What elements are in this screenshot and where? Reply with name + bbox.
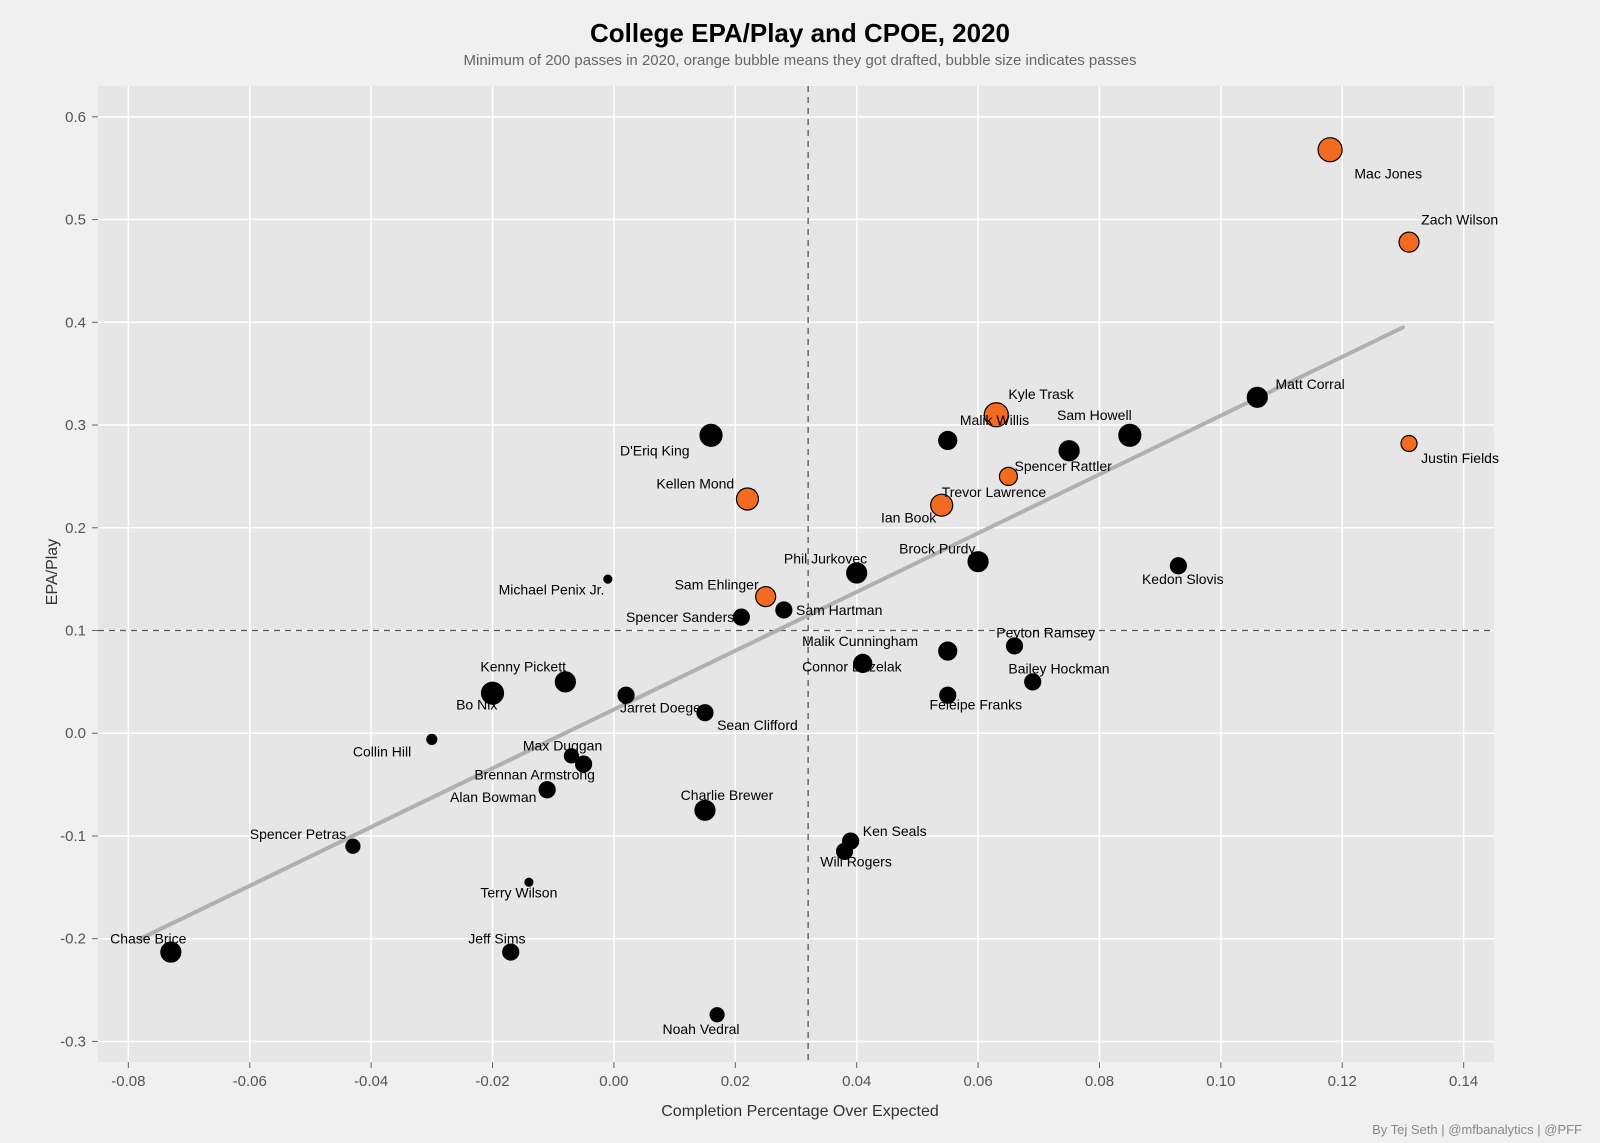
svg-text:-0.08: -0.08 <box>111 1073 145 1090</box>
scatter-plot: -0.08 -0.06 -0.04 -0.02 0.00 0.02 0.04 0.06 0.08… <box>0 0 1600 1143</box>
data-point <box>939 642 957 660</box>
data-point-label: Will Rogers <box>820 854 892 870</box>
data-point <box>1399 232 1419 252</box>
svg-text:0.00: 0.00 <box>599 1073 628 1090</box>
data-point-label: D'Eriq King <box>620 443 690 459</box>
data-point-label: Spencer Rattler <box>1015 458 1113 474</box>
data-point-label: Brennan Armstrong <box>474 766 595 782</box>
data-point-label: Sam Ehlinger <box>675 576 759 592</box>
data-point-label: Collin Hill <box>353 744 411 760</box>
svg-text:-0.04: -0.04 <box>354 1073 388 1090</box>
svg-text:0.3: 0.3 <box>65 417 86 434</box>
svg-text:-0.02: -0.02 <box>475 1073 509 1090</box>
svg-text:-0.06: -0.06 <box>233 1073 267 1090</box>
data-point-label: Connor Bazelak <box>802 658 903 674</box>
x-ticks: -0.08 -0.06 -0.04 -0.02 0.00 0.02 0.04 0.06 0.08… <box>111 1062 1478 1090</box>
data-point <box>695 800 715 820</box>
data-point-label: Kedon Slovis <box>1142 571 1224 587</box>
data-point <box>700 424 722 446</box>
data-point-label: Jeff Sims <box>468 931 525 947</box>
data-point <box>776 602 792 618</box>
data-point-label: Feleipe Franks <box>930 696 1023 712</box>
svg-text:0.06: 0.06 <box>963 1073 992 1090</box>
data-point-label: Ken Seals <box>863 823 927 839</box>
svg-text:-0.3: -0.3 <box>60 1033 86 1050</box>
data-point-label: Matt Corral <box>1275 376 1344 392</box>
data-point-label: Chase Brice <box>110 931 186 947</box>
y-ticks: -0.3 -0.2 -0.1 0.0 0.1 0.2 0.3 0.4 0.5 0.6 <box>60 109 98 1051</box>
data-point-label: Malik Willis <box>960 412 1029 428</box>
data-point <box>1401 436 1417 452</box>
svg-text:0.08: 0.08 <box>1085 1073 1114 1090</box>
data-point-label: Charlie Brewer <box>681 787 774 803</box>
data-point-label: Spencer Sanders <box>626 609 734 625</box>
y-axis-label: EPA/Play <box>44 538 62 604</box>
data-point-label: Bo Nix <box>456 696 497 712</box>
data-point-label: Spencer Petras <box>250 826 347 842</box>
x-axis-label: Completion Percentage Over Expected <box>0 1103 1600 1121</box>
svg-text:-0.2: -0.2 <box>60 931 86 948</box>
data-point <box>733 609 749 625</box>
chart-subtitle: Minimum of 200 passes in 2020, orange bu… <box>0 52 1600 69</box>
data-point-label: Malik Cunningham <box>802 633 918 649</box>
data-point-label: Sam Hartman <box>796 602 882 618</box>
data-point-label: Brock Purdy <box>899 540 975 556</box>
data-point-label: Mac Jones <box>1354 165 1422 181</box>
data-point <box>539 782 555 798</box>
data-point <box>555 672 575 692</box>
data-point <box>1247 387 1267 407</box>
data-point-label: Alan Bowman <box>450 789 536 805</box>
data-point <box>939 431 957 449</box>
data-point-label: Peyton Ramsey <box>996 625 1095 641</box>
chart-caption: By Tej Seth | @mfbanalytics | @PFF <box>1372 1122 1582 1137</box>
data-point-label: Noah Vedral <box>662 1021 739 1037</box>
data-point <box>427 734 437 744</box>
svg-text:0.2: 0.2 <box>65 520 86 537</box>
data-point <box>1318 138 1342 162</box>
data-point-label: Bailey Hockman <box>1008 661 1109 677</box>
data-point-label: Max Duggan <box>523 738 602 754</box>
data-point-label: Zach Wilson <box>1421 212 1498 228</box>
svg-text:0.02: 0.02 <box>721 1073 750 1090</box>
data-point-label: Jarret Doege <box>620 700 701 716</box>
data-point <box>1119 424 1141 446</box>
svg-text:0.1: 0.1 <box>65 623 86 640</box>
chart-container: College EPA/Play and CPOE, 2020 Minimum … <box>0 0 1600 1143</box>
svg-text:0.14: 0.14 <box>1449 1073 1478 1090</box>
data-point <box>604 575 612 583</box>
data-point-label: Sam Howell <box>1057 407 1132 423</box>
data-point <box>736 488 758 510</box>
svg-text:0.12: 0.12 <box>1328 1073 1357 1090</box>
svg-text:0.4: 0.4 <box>65 314 86 331</box>
svg-text:-0.1: -0.1 <box>60 828 86 845</box>
data-point-label: Terry Wilson <box>480 884 557 900</box>
data-point-label: Kyle Trask <box>1008 386 1074 402</box>
data-point-label: Sean Clifford <box>717 717 798 733</box>
data-point-label: Michael Penix Jr. <box>499 581 605 597</box>
data-point-label: Phil Jurkovec <box>784 551 867 567</box>
data-point-label: Justin Fields <box>1421 450 1499 466</box>
svg-text:0.04: 0.04 <box>842 1073 871 1090</box>
data-point <box>346 839 360 853</box>
data-point-label: Kenny Pickett <box>480 658 566 674</box>
svg-text:0.0: 0.0 <box>65 725 86 742</box>
svg-text:0.6: 0.6 <box>65 109 86 126</box>
data-point <box>710 1008 724 1022</box>
svg-text:0.10: 0.10 <box>1206 1073 1235 1090</box>
svg-text:0.5: 0.5 <box>65 212 86 229</box>
chart-title: College EPA/Play and CPOE, 2020 <box>0 18 1600 49</box>
data-point-label: Ian Book <box>881 509 937 525</box>
plot-panel <box>98 86 1494 1062</box>
data-point-label: Trevor Lawrence <box>942 484 1047 500</box>
data-point-label: Kellen Mond <box>656 476 734 492</box>
